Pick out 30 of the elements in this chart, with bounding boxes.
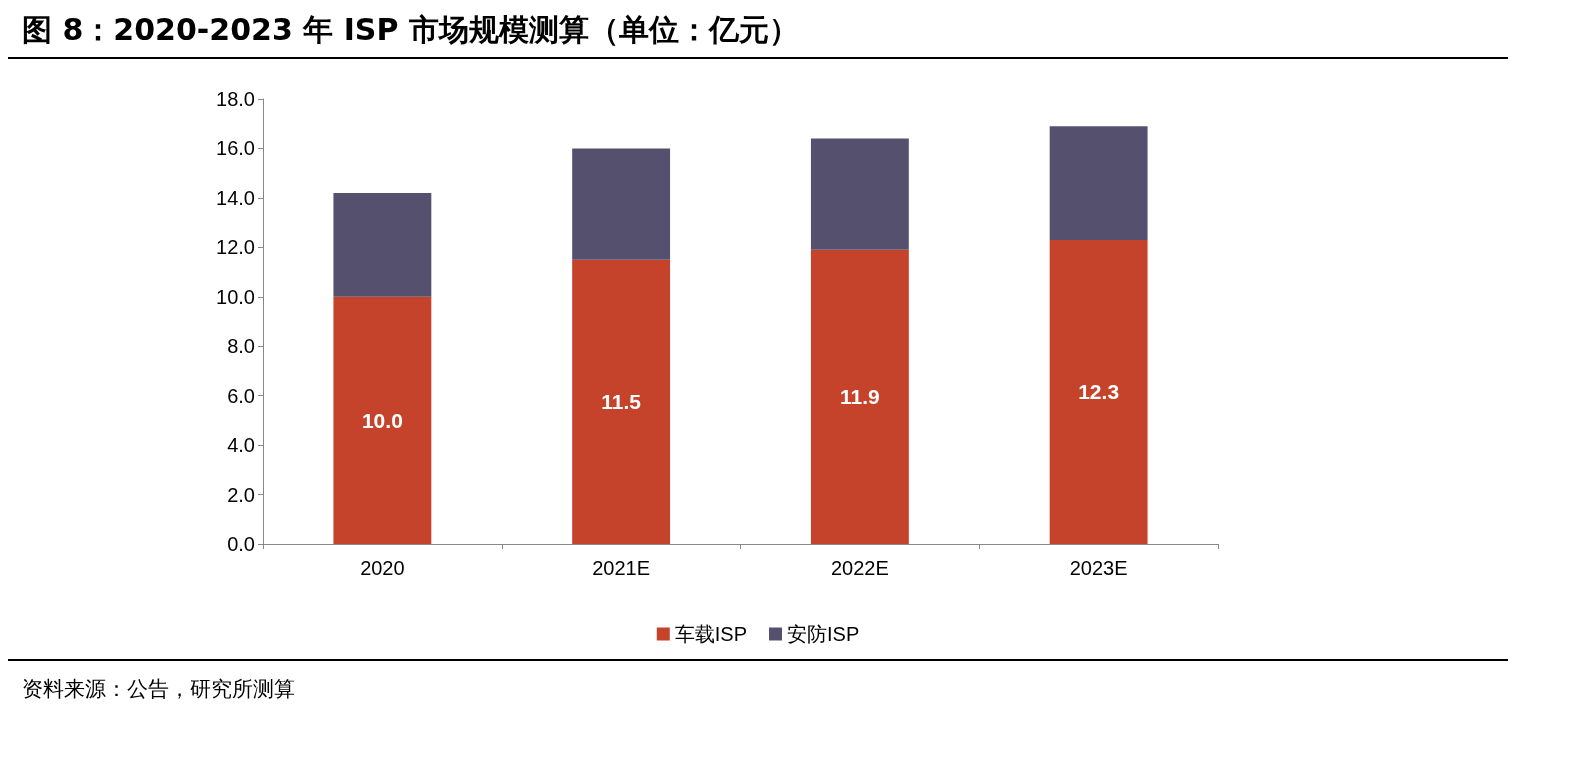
y-tick-label: 2.0 (227, 483, 255, 506)
y-tick-label: 16.0 (216, 137, 255, 160)
y-tick-label: 8.0 (227, 335, 255, 358)
x-tick-label: 2023E (1069, 557, 1128, 579)
bar (333, 296, 432, 544)
data-label: 10.0 (361, 408, 403, 432)
y-tick-label: 0.0 (227, 533, 255, 555)
chart-title: 图 8：2020-2023 年 ISP 市场规模测算（单位：亿元） (8, 8, 1508, 59)
data-label: 12.3 (1078, 380, 1120, 404)
y-tick-label: 10.0 (216, 285, 255, 308)
bar (810, 138, 909, 250)
x-tick-label: 2021E (592, 557, 651, 579)
bar (1049, 126, 1148, 240)
y-tick-label: 14.0 (216, 186, 255, 209)
bar (572, 259, 671, 544)
data-label: 11.5 (601, 390, 642, 414)
y-tick-label: 18.0 (216, 88, 255, 110)
y-tick-label: 6.0 (227, 384, 255, 407)
y-tick-label: 12.0 (216, 236, 255, 259)
x-tick-label: 2020 (360, 557, 405, 579)
x-tick-label: 2022E (830, 557, 889, 579)
legend-label: 安防ISP (787, 623, 860, 645)
bar (1049, 239, 1148, 544)
data-label: 11.9 (840, 385, 880, 409)
bar (333, 192, 432, 297)
legend-label: 车载ISP (674, 623, 748, 645)
bar (810, 249, 909, 544)
y-tick-label: 4.0 (227, 434, 255, 457)
bar (572, 148, 671, 260)
text: 资料来源：公告，研究所测算 (8, 659, 1508, 717)
